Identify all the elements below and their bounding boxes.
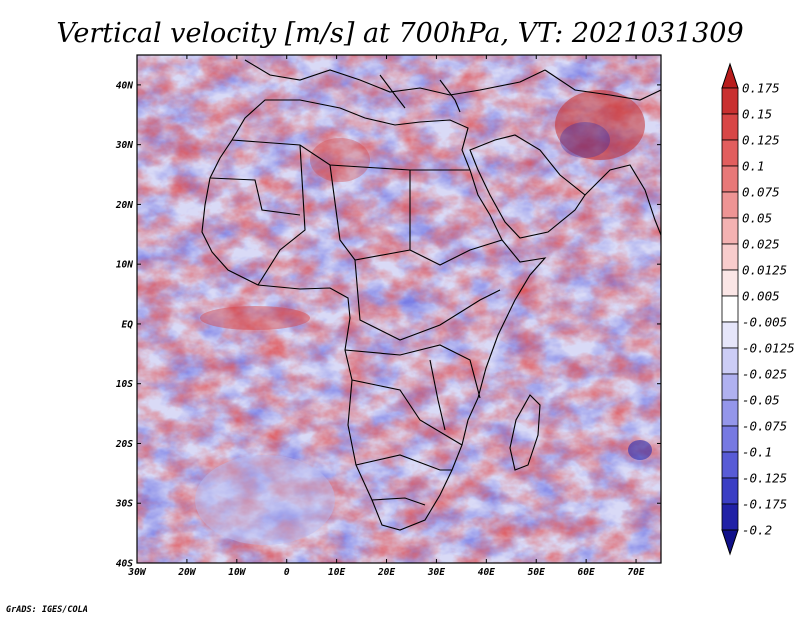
lat-label: 10S [116, 379, 133, 390]
colorbar-label: 0.1 [742, 159, 765, 174]
colorbar-label: -0.2 [742, 523, 772, 538]
colorbar: 0.175 0.15 0.125 0.1 0.075 0.05 0.025 0.0125 0.0… [721, 62, 795, 556]
colorbar-label: -0.0125 [742, 341, 795, 356]
colorbar-label: 0.175 [742, 81, 780, 96]
colorbar-bin [721, 425, 739, 453]
colorbar-bin [721, 139, 739, 167]
lon-label: 0 [284, 567, 290, 578]
colorbar-label: 0.005 [742, 289, 780, 304]
arabia-coastline [469, 134, 586, 239]
colorbar-bin [721, 321, 739, 349]
colorbar-min-arrow [721, 529, 739, 556]
velocity-field [137, 55, 661, 563]
africa-coastline [201, 99, 547, 531]
lon-label: 60E [578, 567, 595, 578]
lon-label: 40E [478, 567, 495, 578]
colorbar-bin [721, 347, 739, 375]
colorbar-label: 0.025 [742, 237, 780, 252]
colorbar-bin [721, 451, 739, 479]
lat-label: 40S [116, 559, 133, 570]
lon-label: 10E [328, 567, 345, 578]
colorbar-bin [721, 165, 739, 193]
colorbar-label: 0.0125 [742, 263, 787, 278]
lat-label: 10N [116, 260, 133, 271]
grads-credit: GrADS: IGES/COLA [6, 605, 88, 615]
colorbar-bin [721, 191, 739, 219]
colorbar-bin [721, 399, 739, 427]
colorbar-max-arrow [721, 62, 739, 89]
colorbar-bin [721, 295, 739, 323]
colorbar-label: 0.15 [742, 107, 772, 122]
colorbar-bin [721, 503, 739, 531]
colorbar-label: -0.05 [742, 393, 780, 408]
colorbar-bin [721, 87, 739, 115]
colorbar-label: -0.005 [742, 315, 787, 330]
europe-coastline [244, 59, 546, 96]
lat-label: EQ [122, 319, 134, 330]
colorbar-bin [721, 243, 739, 271]
map-frame [136, 54, 662, 564]
lon-label: 50E [528, 567, 545, 578]
colorbar-label: -0.1 [742, 445, 772, 460]
colorbar-label: -0.075 [742, 419, 787, 434]
lon-label: 30W [127, 567, 146, 578]
lat-label: 20S [115, 439, 133, 450]
colorbar-bin [721, 477, 739, 505]
colorbar-label: 0.05 [742, 211, 772, 226]
colorbar-bin [721, 373, 739, 401]
lon-label: 10W [228, 567, 246, 578]
madagascar-coastline [509, 394, 541, 471]
chart-title: Vertical velocity [m/s] at 700hPa, VT: 2… [56, 18, 743, 49]
asia-coastline [544, 69, 661, 101]
colorbar-bin [721, 269, 739, 297]
colorbar-label: 0.075 [742, 185, 780, 200]
lat-label: 30N [115, 140, 133, 151]
lon-label: 20W [177, 567, 196, 578]
lon-label: 30E [427, 567, 445, 578]
colorbar-label: -0.175 [742, 497, 787, 512]
lat-label: 40N [116, 80, 133, 91]
colorbar-bin [721, 113, 739, 141]
colorbar-label: -0.025 [742, 367, 787, 382]
lat-label: 30S [115, 499, 133, 510]
coastlines [201, 59, 661, 531]
colorbar-bin [721, 217, 739, 245]
lat-label: 20N [115, 200, 133, 211]
lon-label: 20E [377, 567, 395, 578]
lon-label: 70E [627, 567, 644, 578]
colorbar-label: 0.125 [742, 133, 780, 148]
colorbar-label: -0.125 [742, 471, 787, 486]
